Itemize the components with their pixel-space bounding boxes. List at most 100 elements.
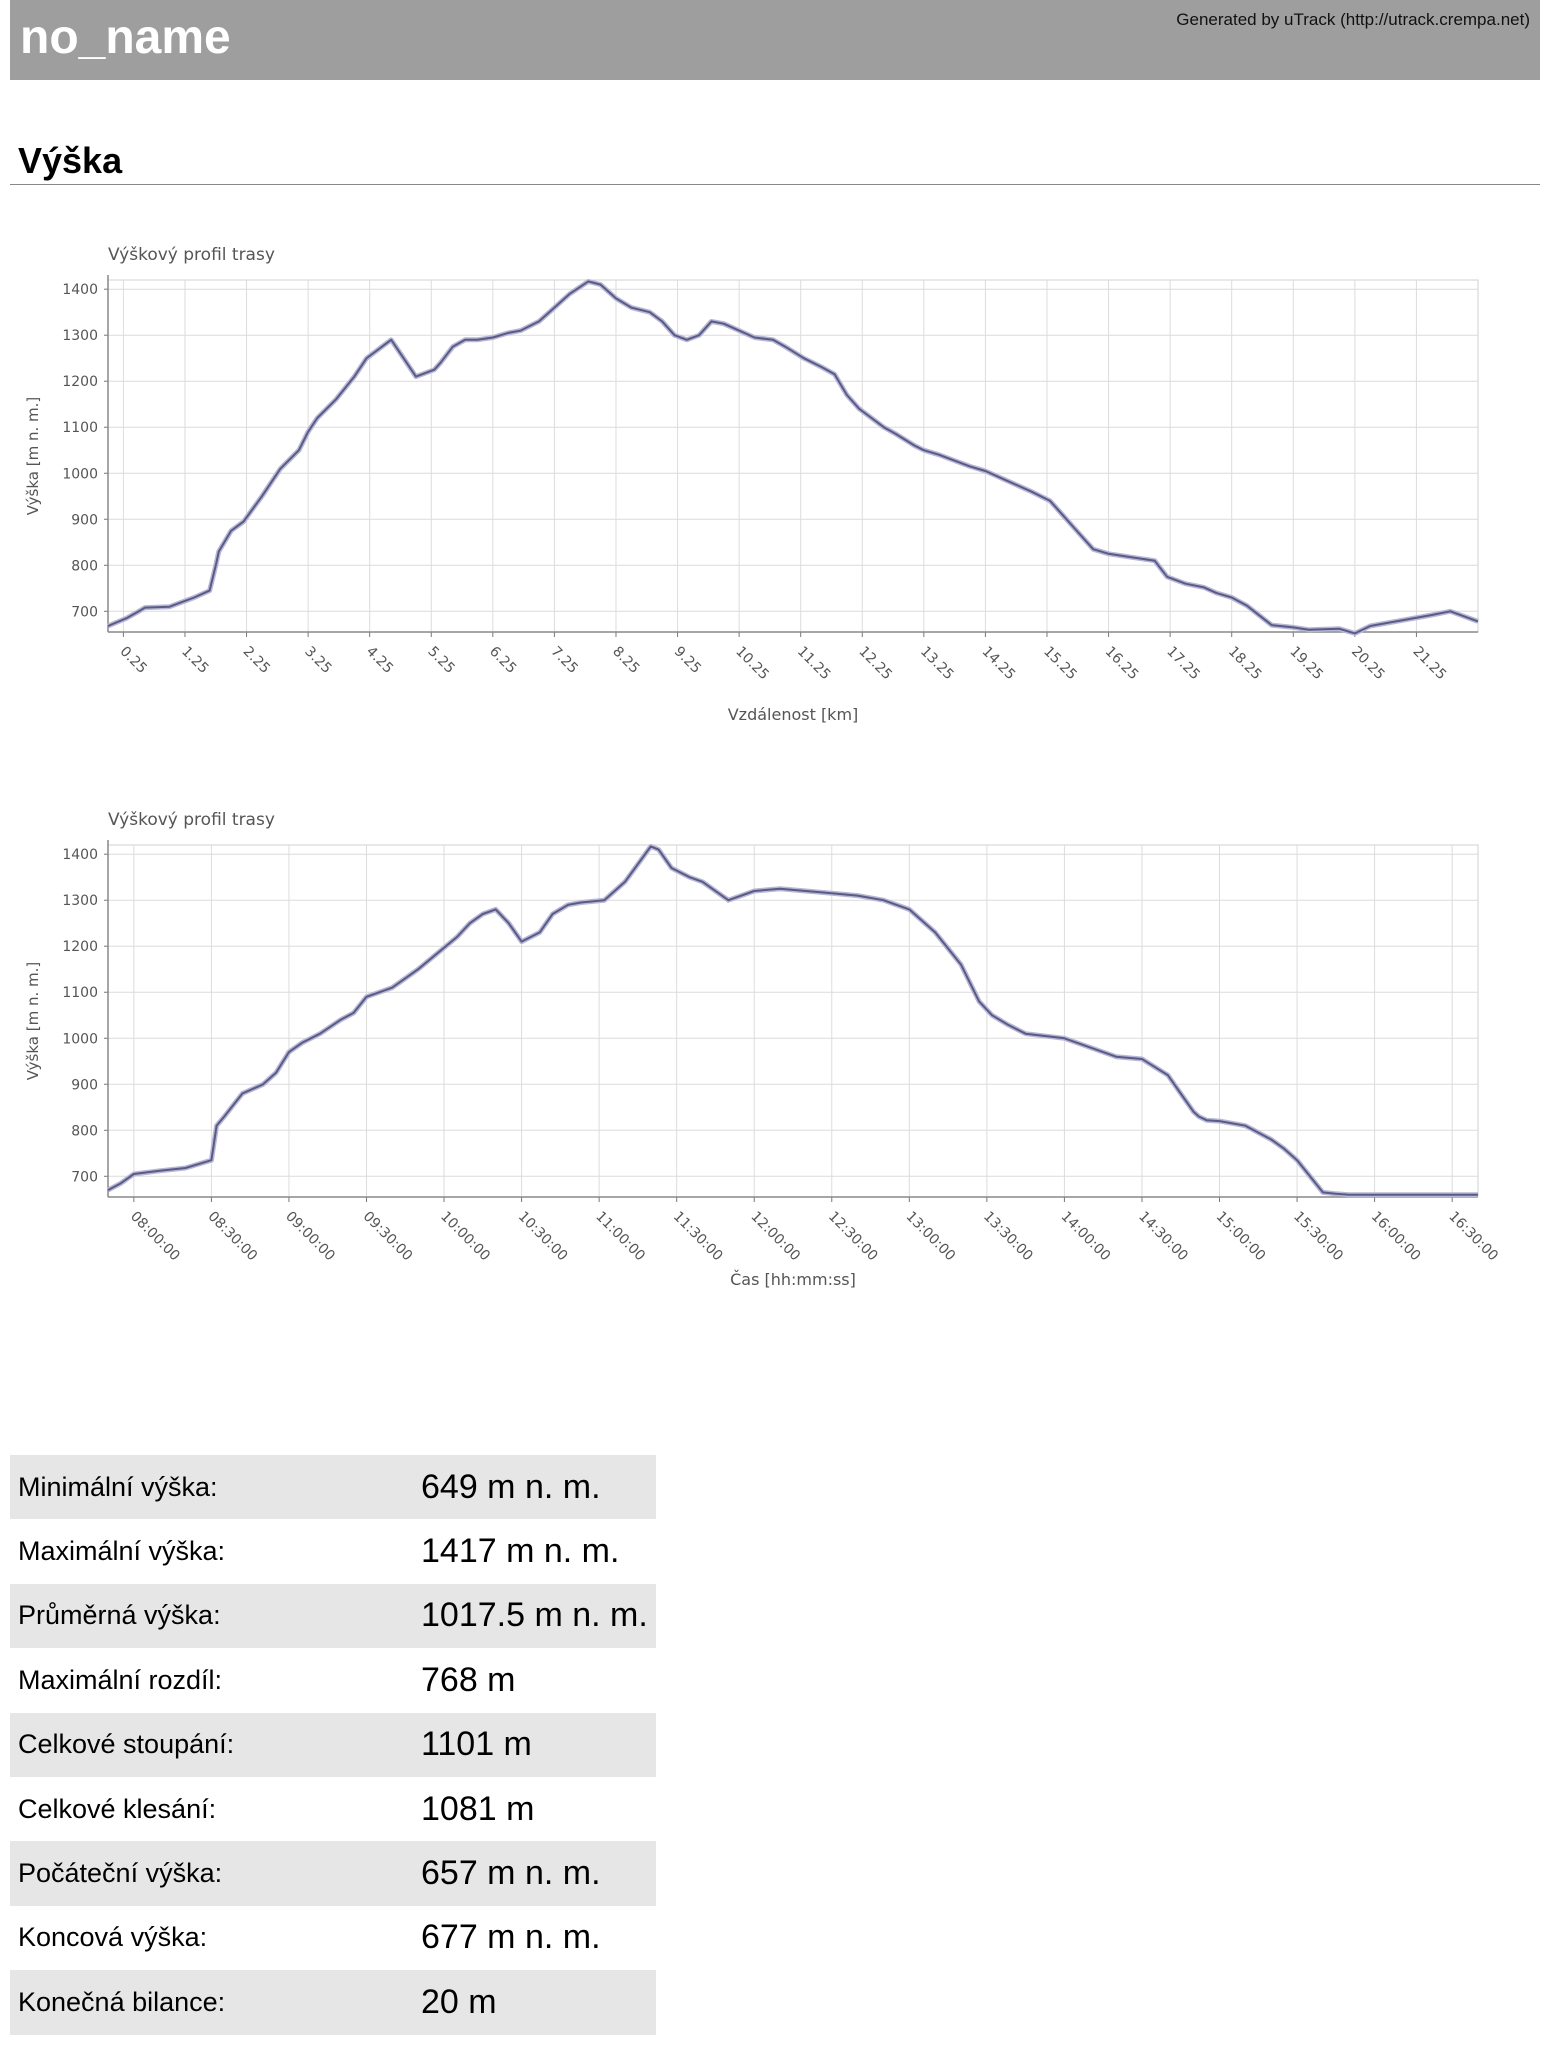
x-tick-label: 13:30:00 (980, 1209, 1036, 1265)
elevation-distance-chart: 700 800 900 1000 1100 1200 1300 1400 0.25 1.25 2.2… (24, 245, 1479, 724)
x-tick-label: 11:30:00 (670, 1209, 726, 1265)
x-tick-label: 1.25 (178, 644, 211, 677)
stat-value: 20 m (413, 1970, 656, 2035)
x-tick-label: 2.25 (240, 644, 273, 677)
plot-area (107, 844, 1479, 1198)
table-row: Počáteční výška: 657 m n. m. (10, 1841, 656, 1906)
x-tick-label: 21.25 (1410, 644, 1450, 684)
stat-label: Konečná bilance: (10, 1970, 413, 2035)
table-row: Průměrná výška: 1017.5 m n. m. (10, 1583, 656, 1649)
x-tick-label: 14.25 (979, 644, 1019, 684)
table-row: Maximální rozdíl: 768 m (10, 1648, 656, 1712)
x-axis-label: Čas [hh:mm:ss] (730, 1270, 856, 1289)
y-axis-label: Výška [m n. m.] (24, 962, 42, 1080)
y-tick-label: 800 (71, 1123, 98, 1139)
y-axis-label: Výška [m n. m.] (24, 397, 42, 515)
track-name: no_name (20, 11, 231, 64)
y-tick-label: 1400 (62, 847, 98, 863)
stat-label: Maximální výška: (18, 1536, 226, 1567)
x-tick-label: 08:30:00 (205, 1209, 261, 1265)
x-tick-label: 14:00:00 (1058, 1209, 1114, 1265)
table-row: Konečná bilance: 20 m (10, 1970, 656, 2035)
y-tick-label: 1000 (62, 466, 98, 482)
stat-value: 1417 m n. m. (421, 1532, 620, 1571)
stat-value: 1081 m (421, 1789, 535, 1828)
x-tick-label: 12:30:00 (825, 1209, 881, 1265)
x-tick-label: 7.25 (548, 644, 581, 677)
x-tick-label: 18.25 (1225, 644, 1265, 684)
x-tick-label: 20.25 (1348, 644, 1388, 684)
x-tick-label: 5.25 (424, 644, 457, 677)
stat-value: 1017.5 m n. m. (413, 1583, 656, 1649)
x-tick-label: 15:00:00 (1213, 1209, 1269, 1265)
stat-label: Celkové klesání: (18, 1793, 217, 1824)
x-tick-label: 4.25 (363, 644, 396, 677)
y-tick-label: 1200 (62, 939, 98, 955)
y-tick-label: 900 (71, 512, 98, 528)
x-tick-label: 14:30:00 (1135, 1209, 1191, 1265)
x-tick-label: 19.25 (1286, 644, 1326, 684)
x-tick-label: 10:00:00 (437, 1209, 493, 1265)
y-tick-label: 700 (71, 604, 98, 620)
stat-label: Průměrná výška: (10, 1583, 413, 1649)
y-tick-label: 1400 (62, 282, 98, 298)
elevation-series-line (107, 280, 1479, 635)
x-tick-label: 09:30:00 (360, 1209, 416, 1265)
x-tick-label: 12.25 (855, 644, 895, 684)
x-tick-label: 09:00:00 (282, 1209, 338, 1265)
stat-label: Počáteční výška: (10, 1841, 413, 1906)
x-tick-label: 13.25 (917, 644, 957, 684)
x-tick-label: 8.25 (609, 644, 642, 677)
y-tick-label: 1200 (62, 374, 98, 390)
stat-label: Minimální výška: (10, 1455, 413, 1520)
table-row: Maximální výška: 1417 m n. m. (10, 1519, 656, 1583)
table-row: Minimální výška: 649 m n. m. (10, 1455, 656, 1520)
x-tick-label: 16:00:00 (1368, 1209, 1424, 1265)
stat-label: Maximální rozdíl: (18, 1664, 223, 1695)
x-tick-label: 3.25 (301, 644, 334, 677)
x-tick-label: 11:00:00 (592, 1209, 648, 1265)
section-title: Výška (18, 140, 123, 181)
elevation-series-line (107, 845, 1478, 1196)
y-tick-label: 1000 (62, 1031, 98, 1047)
x-tick-label: 0.25 (117, 644, 150, 677)
y-tick-label: 900 (71, 1077, 98, 1093)
generator-credit: Generated by uTrack (http://utrack.cremp… (1176, 10, 1530, 29)
table-row: Celkové stoupání: 1101 m (10, 1712, 656, 1777)
y-tick-label: 1100 (62, 420, 98, 436)
x-tick-label: 6.25 (486, 644, 519, 677)
x-tick-label: 12:00:00 (747, 1209, 803, 1265)
chart-title: Výškový profil trasy (108, 810, 275, 830)
x-tick-label: 13:00:00 (902, 1209, 958, 1265)
x-tick-label: 16.25 (1102, 644, 1142, 684)
elevation-time-chart: 700 800 900 1000 1100 1200 1300 1400 08:00:00 08:… (24, 810, 1501, 1289)
y-tick-label: 1300 (62, 328, 98, 344)
chart-title: Výškový profil trasy (108, 245, 275, 265)
elevation-stats-table: Minimální výška: 649 m n. m. Maximální vý… (10, 1455, 656, 2035)
x-tick-label: 11.25 (794, 644, 834, 684)
x-tick-label: 16:30:00 (1445, 1209, 1501, 1265)
y-tick-label: 700 (71, 1169, 98, 1185)
y-tick-label: 1100 (62, 985, 98, 1001)
stat-value: 768 m (421, 1660, 516, 1699)
section-divider (10, 184, 1540, 185)
plot-area (107, 279, 1479, 633)
y-tick-label: 1300 (62, 893, 98, 909)
stat-label: Koncová výška: (18, 1922, 208, 1953)
stat-label: Celkové stoupání: (10, 1712, 413, 1777)
x-tick-label: 15.25 (1040, 644, 1080, 684)
x-tick-label: 10.25 (732, 644, 772, 684)
table-row: Celkové klesání: 1081 m (10, 1777, 656, 1841)
stat-value: 677 m n. m. (421, 1918, 601, 1957)
report-header: no_name Generated by uTrack (http://utra… (10, 0, 1540, 80)
x-axis-label: Vzdálenost [km] (728, 705, 859, 724)
y-tick-label: 800 (71, 558, 98, 574)
stat-value: 1101 m (413, 1712, 656, 1777)
x-tick-label: 10:30:00 (515, 1209, 571, 1265)
x-tick-label: 9.25 (671, 644, 704, 677)
x-tick-label: 15:30:00 (1290, 1209, 1346, 1265)
x-tick-label: 17.25 (1163, 644, 1203, 684)
table-row: Koncová výška: 677 m n. m. (10, 1906, 656, 1970)
stat-value: 657 m n. m. (413, 1841, 656, 1906)
stat-value: 649 m n. m. (413, 1455, 656, 1520)
